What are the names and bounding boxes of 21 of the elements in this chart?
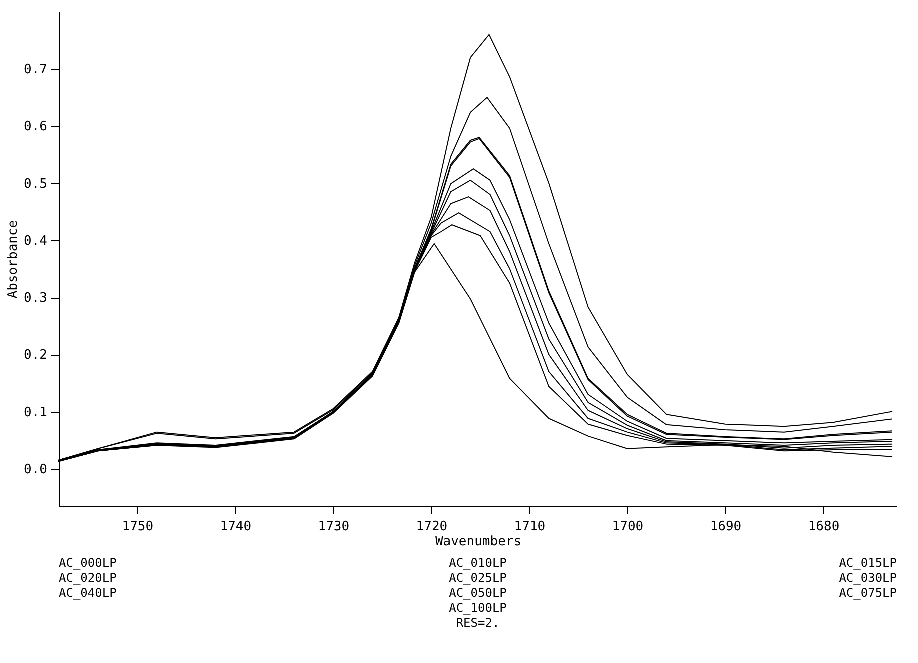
text: AC_010LP AC_025LP AC_050LP AC_100LP RES=2.: [449, 556, 507, 630]
x-axis-title: Wavenumbers: [435, 534, 522, 550]
text: AC_015LP AC_030LP AC_075LP: [839, 556, 897, 600]
y-tick-label: 0.1: [24, 405, 48, 420]
y-tick-label: 0.4: [24, 234, 48, 249]
x-tick-label: 1740: [220, 520, 252, 534]
x-tick-label: 1710: [514, 520, 546, 534]
x-tick-label: 1680: [808, 520, 840, 534]
y-tick-label: 0.7: [24, 62, 48, 78]
y-axis-title: Absorbance: [6, 220, 22, 299]
y-tick-label: 0.6: [24, 120, 48, 135]
y-tick-label: 0.2: [24, 348, 48, 364]
y-tick-label: 0.3: [24, 291, 48, 306]
x-tick-label: 1730: [318, 520, 350, 534]
x-tick-label: 1700: [612, 520, 644, 534]
x-tick-label: 1690: [710, 520, 742, 534]
y-tick-label: 0.5: [24, 176, 48, 192]
x-tick-label: 1720: [416, 520, 448, 534]
y-tick-label: 0.0: [24, 462, 48, 478]
x-tick-label: 1750: [122, 520, 154, 534]
text: AC_000LP AC_020LP AC_040LP: [59, 556, 117, 600]
